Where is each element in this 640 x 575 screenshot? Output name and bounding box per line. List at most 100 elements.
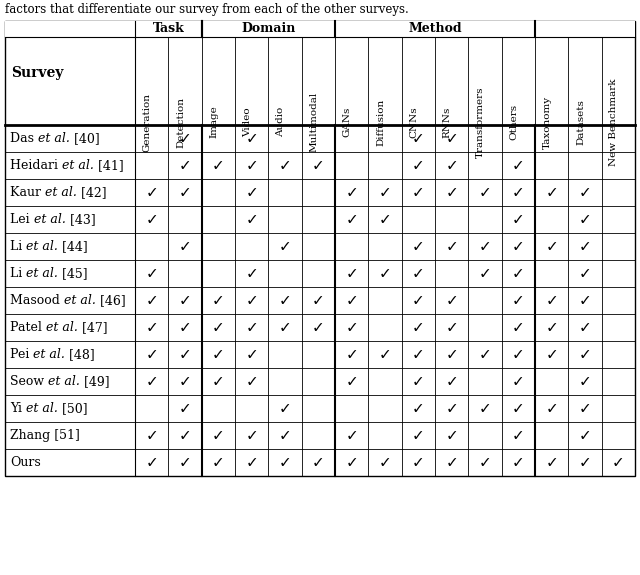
Text: ✓: ✓ bbox=[545, 455, 558, 470]
Text: [44]: [44] bbox=[58, 240, 88, 253]
Text: ✓: ✓ bbox=[445, 158, 458, 173]
Text: [41]: [41] bbox=[94, 159, 124, 172]
Text: Detection: Detection bbox=[176, 97, 185, 148]
Text: ✓: ✓ bbox=[445, 131, 458, 146]
Text: ✓: ✓ bbox=[579, 428, 591, 443]
Text: [42]: [42] bbox=[77, 186, 106, 199]
Text: ✓: ✓ bbox=[412, 347, 425, 362]
Text: ✓: ✓ bbox=[179, 158, 191, 173]
Text: ✓: ✓ bbox=[379, 266, 392, 281]
Text: et al.: et al. bbox=[62, 159, 94, 172]
Text: Kaur: Kaur bbox=[10, 186, 45, 199]
Text: ✓: ✓ bbox=[212, 374, 225, 389]
Text: ✓: ✓ bbox=[445, 428, 458, 443]
Text: ✓: ✓ bbox=[346, 347, 358, 362]
Text: Li: Li bbox=[10, 267, 26, 280]
Text: ✓: ✓ bbox=[579, 239, 591, 254]
Text: ✓: ✓ bbox=[545, 401, 558, 416]
Text: ✓: ✓ bbox=[212, 347, 225, 362]
Text: Pei: Pei bbox=[10, 348, 33, 361]
Text: et al.: et al. bbox=[26, 402, 58, 415]
Text: ✓: ✓ bbox=[512, 212, 525, 227]
Text: ✓: ✓ bbox=[412, 131, 425, 146]
Text: ✓: ✓ bbox=[245, 374, 258, 389]
Text: ✓: ✓ bbox=[412, 293, 425, 308]
Text: ✓: ✓ bbox=[379, 212, 392, 227]
Text: ✓: ✓ bbox=[579, 185, 591, 200]
Text: ✓: ✓ bbox=[145, 455, 158, 470]
Text: ✓: ✓ bbox=[278, 239, 291, 254]
Text: ✓: ✓ bbox=[445, 320, 458, 335]
Text: ✓: ✓ bbox=[579, 212, 591, 227]
Text: ✓: ✓ bbox=[245, 428, 258, 443]
Text: ✓: ✓ bbox=[212, 428, 225, 443]
Text: [47]: [47] bbox=[77, 321, 108, 334]
Text: ✓: ✓ bbox=[512, 239, 525, 254]
Text: ✓: ✓ bbox=[245, 347, 258, 362]
Text: ✓: ✓ bbox=[179, 374, 191, 389]
Text: et al.: et al. bbox=[64, 294, 96, 307]
Text: ✓: ✓ bbox=[579, 266, 591, 281]
Text: ✓: ✓ bbox=[245, 266, 258, 281]
Text: ✓: ✓ bbox=[346, 266, 358, 281]
Text: Method: Method bbox=[408, 22, 462, 36]
Text: Others: Others bbox=[509, 104, 518, 140]
Text: Heidari: Heidari bbox=[10, 159, 62, 172]
Text: ✓: ✓ bbox=[379, 347, 392, 362]
Text: [43]: [43] bbox=[65, 213, 95, 226]
Text: ✓: ✓ bbox=[278, 158, 291, 173]
Text: ✓: ✓ bbox=[512, 266, 525, 281]
Text: ✓: ✓ bbox=[145, 347, 158, 362]
Text: ✓: ✓ bbox=[346, 185, 358, 200]
Text: ✓: ✓ bbox=[145, 374, 158, 389]
Text: ✓: ✓ bbox=[346, 293, 358, 308]
Text: ✓: ✓ bbox=[179, 185, 191, 200]
Text: ✓: ✓ bbox=[179, 293, 191, 308]
Text: ✓: ✓ bbox=[412, 158, 425, 173]
Text: [45]: [45] bbox=[58, 267, 88, 280]
Text: ✓: ✓ bbox=[412, 266, 425, 281]
Text: ✓: ✓ bbox=[145, 212, 158, 227]
Text: ✓: ✓ bbox=[179, 455, 191, 470]
Text: ✓: ✓ bbox=[445, 293, 458, 308]
Text: ✓: ✓ bbox=[145, 428, 158, 443]
Text: ✓: ✓ bbox=[312, 293, 324, 308]
Text: ✓: ✓ bbox=[545, 185, 558, 200]
Text: ✓: ✓ bbox=[479, 266, 492, 281]
Text: ✓: ✓ bbox=[579, 320, 591, 335]
Text: ✓: ✓ bbox=[545, 293, 558, 308]
Bar bbox=[5, 21, 635, 37]
Text: ✓: ✓ bbox=[512, 401, 525, 416]
Text: ✓: ✓ bbox=[412, 401, 425, 416]
Text: ✓: ✓ bbox=[379, 185, 392, 200]
Text: ✓: ✓ bbox=[346, 428, 358, 443]
Text: ✓: ✓ bbox=[245, 131, 258, 146]
Text: ✓: ✓ bbox=[145, 185, 158, 200]
Text: ✓: ✓ bbox=[245, 455, 258, 470]
Text: ✓: ✓ bbox=[512, 293, 525, 308]
Text: ✓: ✓ bbox=[346, 320, 358, 335]
Text: ✓: ✓ bbox=[179, 347, 191, 362]
Text: ✓: ✓ bbox=[278, 401, 291, 416]
Text: ✓: ✓ bbox=[545, 239, 558, 254]
Text: ✓: ✓ bbox=[212, 455, 225, 470]
Text: Masood: Masood bbox=[10, 294, 64, 307]
Text: Yi: Yi bbox=[10, 402, 26, 415]
Text: [50]: [50] bbox=[58, 402, 88, 415]
Text: ✓: ✓ bbox=[412, 428, 425, 443]
Text: et al.: et al. bbox=[26, 240, 58, 253]
Text: ✓: ✓ bbox=[346, 374, 358, 389]
Text: ✓: ✓ bbox=[512, 185, 525, 200]
Text: Seow: Seow bbox=[10, 375, 48, 388]
Text: et al.: et al. bbox=[34, 213, 65, 226]
Text: Li: Li bbox=[10, 240, 26, 253]
Text: ✓: ✓ bbox=[278, 293, 291, 308]
Text: et al.: et al. bbox=[48, 375, 80, 388]
Text: ✓: ✓ bbox=[579, 401, 591, 416]
Text: ✓: ✓ bbox=[245, 293, 258, 308]
Text: ✓: ✓ bbox=[445, 374, 458, 389]
Text: ✓: ✓ bbox=[579, 374, 591, 389]
Text: ✓: ✓ bbox=[512, 320, 525, 335]
Text: ✓: ✓ bbox=[212, 320, 225, 335]
Text: et al.: et al. bbox=[26, 267, 58, 280]
